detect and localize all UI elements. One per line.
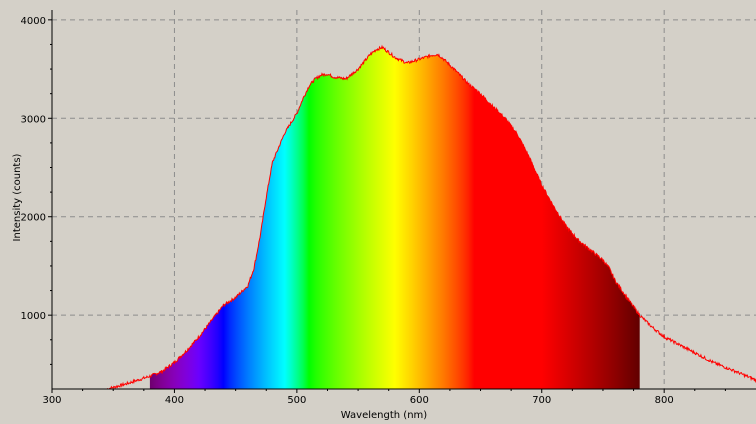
- y-tick-label: 3000: [21, 114, 46, 125]
- y-tick-label: 1000: [21, 311, 46, 322]
- x-tick-label: 700: [532, 395, 551, 406]
- spectrum-line: [106, 44, 756, 389]
- y-tick-label: 4000: [21, 16, 46, 27]
- x-tick-label: 600: [410, 395, 429, 406]
- y-tick-label: 2000: [21, 213, 46, 224]
- y-ticks: 1000 2000 3000 4000: [21, 16, 52, 365]
- spectrum-area: [149, 46, 640, 389]
- x-ticks: 300 400 500 600 700 800: [42, 389, 726, 406]
- y-axis-label: Intensity (counts): [12, 153, 23, 241]
- x-tick-label: 800: [655, 395, 674, 406]
- x-axis-label: Wavelength (nm): [341, 410, 427, 421]
- x-tick-label: 400: [165, 395, 184, 406]
- x-tick-label: 300: [42, 395, 61, 406]
- x-tick-label: 500: [287, 395, 306, 406]
- axes: [51, 10, 756, 390]
